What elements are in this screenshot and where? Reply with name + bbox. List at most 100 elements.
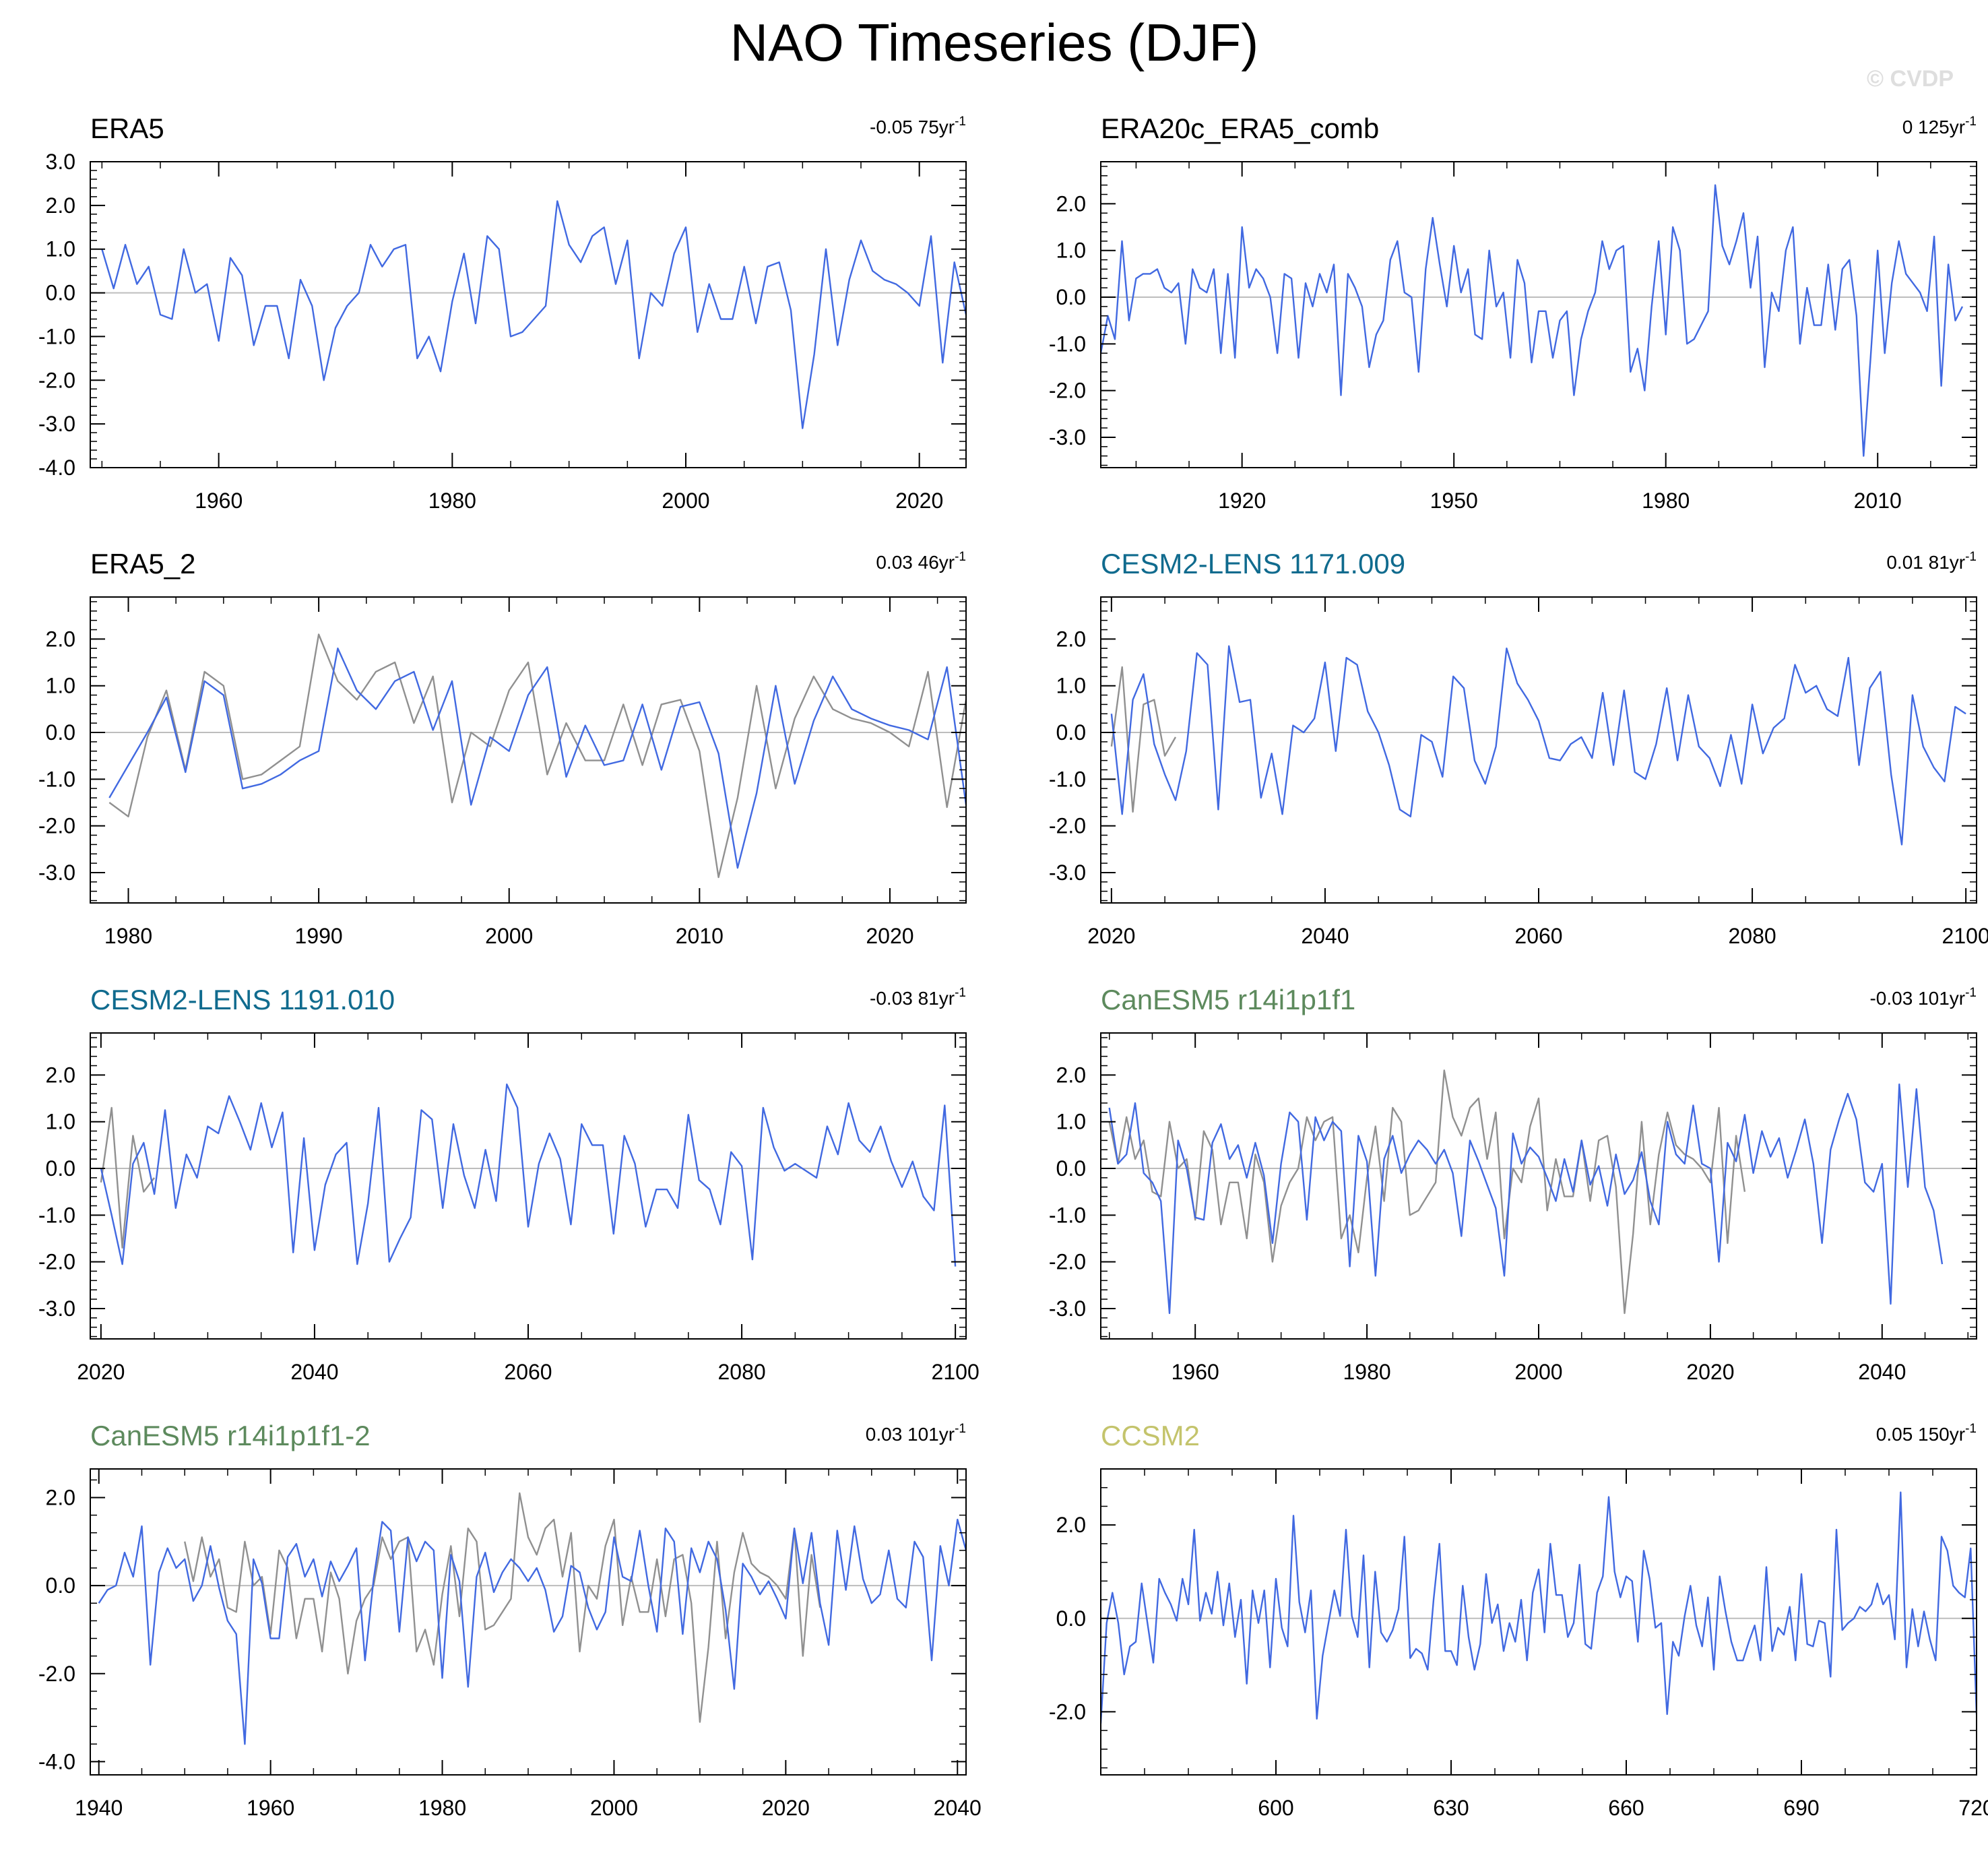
series-line-2: [100, 1083, 957, 1267]
y-tick-label: -3.0: [1049, 1296, 1086, 1321]
x-tick-label: 2020: [895, 489, 943, 513]
y-tick-label: -3.0: [1049, 425, 1086, 449]
series-group: [1108, 1069, 1944, 1315]
panel-cesm2-1191: CESM2-LENS 1191.010 -0.03 81yr-1 2020 2040 2…: [38, 984, 980, 1384]
x-tick-label: 2010: [1854, 489, 1902, 513]
plot-frame: [1100, 596, 1977, 904]
y-tick-label: 2.0: [46, 1485, 75, 1509]
x-tick-label: 2040: [1858, 1360, 1906, 1384]
x-tick-label: 2040: [290, 1360, 338, 1384]
y-tick-label: 0.0: [46, 1156, 75, 1181]
x-tick-label: 600: [1258, 1796, 1293, 1820]
x-tick-label: 2060: [1514, 924, 1562, 948]
y-tick-label: 0.0: [1056, 1606, 1086, 1631]
panel-canesm5-2: CanESM5 r14i1p1f1-2 0.03 101yr-1 1940 1960 1…: [38, 1420, 982, 1820]
trend-label: -0.05 75yr-1: [870, 115, 966, 137]
x-tick-label: 2080: [1728, 924, 1776, 948]
trend-exponent: -1: [1965, 986, 1977, 1000]
x-tick-label: 2040: [934, 1796, 982, 1820]
series-line-1: [1101, 184, 1964, 457]
series-group: [100, 1083, 957, 1267]
x-tick-label: 2100: [1942, 924, 1988, 948]
y-tick-label: 2.0: [1056, 1063, 1086, 1087]
panel-title: CCSM2: [1101, 1420, 1200, 1451]
y-tick-label: 2.0: [46, 1063, 75, 1087]
y-tick-label: -3.0: [38, 412, 75, 436]
x-tick-label: 1990: [295, 924, 343, 948]
y-tick-label: -2.0: [1049, 1250, 1086, 1274]
y-tick-label: -3.0: [38, 1296, 75, 1321]
x-tick-label: 2000: [1514, 1360, 1562, 1384]
y-tick-label: 1.0: [46, 674, 75, 698]
panel-title: CanESM5 r14i1p1f1: [1101, 984, 1355, 1015]
plot-frame: [90, 161, 967, 468]
cvdp-watermark: © CVDP: [1867, 66, 1954, 92]
x-tick-label: 1980: [418, 1796, 466, 1820]
series-group: [98, 1492, 966, 1745]
plot-frame: [1100, 1032, 1977, 1340]
series-line-2: [1108, 1083, 1944, 1315]
x-tick-label: 1980: [428, 489, 476, 513]
series-line-2: [1110, 645, 1966, 846]
x-tick-label: 660: [1608, 1796, 1644, 1820]
y-tick-label: -1.0: [1049, 767, 1086, 791]
x-tick-label: 2000: [485, 924, 533, 948]
trend-exponent: -1: [1965, 550, 1977, 564]
y-tick-label: 2.0: [46, 193, 75, 218]
series-line-1: [100, 1106, 156, 1249]
y-tick-label: 0.0: [46, 1573, 75, 1598]
y-tick-label: 2.0: [46, 627, 75, 651]
x-tick-label: 2020: [1686, 1360, 1734, 1384]
trend-label: -0.03 101yr-1: [1869, 986, 1977, 1009]
x-tick-label: 1940: [75, 1796, 123, 1820]
y-tick-label: 1.0: [46, 237, 75, 261]
trend-value: 0.03 101yr: [866, 1424, 955, 1445]
trend-exponent: -1: [955, 550, 966, 564]
x-tick-label: 1960: [1172, 1360, 1219, 1384]
x-tick-label: 1950: [1430, 489, 1478, 513]
series-line-1: [1101, 1491, 1977, 1724]
y-tick-label: -1.0: [38, 767, 75, 791]
series-line-2: [108, 648, 966, 869]
panel-era20c: ERA20c_ERA5_comb 0 125yr-1 1920 1950 1980 201…: [1049, 113, 1977, 513]
x-tick-label: 690: [1783, 1796, 1819, 1820]
series-group: [1110, 645, 1966, 846]
trend-value: 0.01 81yr: [1886, 552, 1965, 573]
y-tick-label: -3.0: [38, 860, 75, 885]
panel-ccsm2: CCSM2 0.05 150yr-1 600 630 660 690 720 -2.0 0.0 2…: [1049, 1420, 1988, 1820]
series-group: [1101, 1491, 1977, 1724]
y-tick-label: 0.0: [1056, 1156, 1086, 1181]
trend-exponent: -1: [955, 1422, 966, 1436]
y-tick-label: 1.0: [46, 1110, 75, 1134]
y-tick-label: 1.0: [1056, 674, 1086, 698]
y-tick-label: -4.0: [38, 1749, 75, 1774]
x-tick-label: 1960: [195, 489, 243, 513]
series-line-1: [101, 200, 966, 429]
x-tick-label: 630: [1433, 1796, 1469, 1820]
y-tick-label: -2.0: [1049, 814, 1086, 838]
trend-label: 0.05 150yr-1: [1876, 1422, 1977, 1445]
x-tick-label: 1980: [1343, 1360, 1391, 1384]
x-tick-label: 720: [1958, 1796, 1988, 1820]
plot-frame: [90, 596, 967, 904]
y-tick-label: 1.0: [1056, 239, 1086, 263]
panel-grid: ERA5 -0.05 75yr-1 1960 1980 2000 2020 -4.0 -3.0…: [38, 113, 1988, 1820]
y-tick-label: -1.0: [1049, 332, 1086, 356]
figure-title: NAO Timeseries (DJF): [730, 13, 1258, 72]
x-tick-label: 2000: [662, 489, 709, 513]
y-tick-label: -2.0: [1049, 379, 1086, 403]
panel-canesm5: CanESM5 r14i1p1f1 -0.03 101yr-1 1960 1980 20…: [1049, 984, 1977, 1384]
panel-era5-2: ERA5_2 0.03 46yr-1 1980 1990 2000 2010 2020 -3.…: [38, 548, 967, 948]
y-tick-label: -1.0: [1049, 1203, 1086, 1227]
y-tick-label: -2.0: [38, 814, 75, 838]
trend-exponent: -1: [1965, 1422, 1977, 1436]
y-tick-label: 3.0: [46, 150, 75, 174]
trend-value: 0.05 150yr: [1876, 1424, 1965, 1445]
panel-title: ERA5: [90, 113, 164, 144]
x-tick-label: 2040: [1301, 924, 1349, 948]
panel-title: ERA20c_ERA5_comb: [1101, 113, 1379, 144]
y-tick-label: -2.0: [38, 368, 75, 392]
trend-value: 0 125yr: [1902, 117, 1965, 137]
panel-era5: ERA5 -0.05 75yr-1 1960 1980 2000 2020 -4.0 -3.0…: [38, 113, 967, 513]
